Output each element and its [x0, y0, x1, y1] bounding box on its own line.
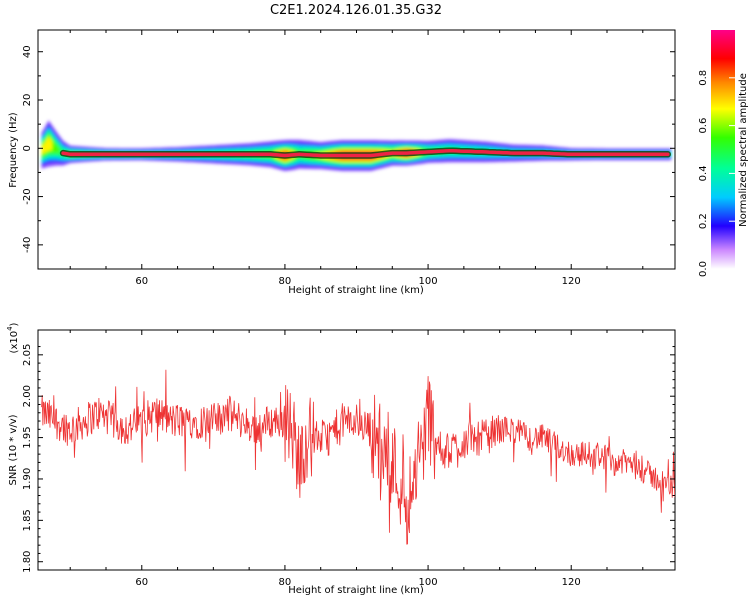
colorbar-gradient: [711, 30, 735, 269]
snr-y-axis-label: SNR (10 * v/v): [8, 414, 19, 485]
y-tick-label: -40: [22, 237, 33, 253]
y-tick-label: 20: [22, 94, 33, 107]
x-tick-label: 100: [419, 276, 438, 287]
y-tick-label: 1.85: [22, 509, 33, 531]
y-tick-label: 1.95: [22, 426, 33, 448]
colorbar: 0.0 0.2 0.4 0.6 0.8 Normalized spectral ampl…: [698, 30, 749, 277]
y-tick-label: 2.05: [22, 344, 33, 366]
svg-text:(x104): (x104): [6, 322, 20, 353]
colorbar-tick-label: 0.0: [698, 261, 709, 277]
ridge-core: [61, 148, 670, 158]
colorbar-tick-label: 0.2: [698, 213, 709, 229]
x-tick-label: 100: [419, 577, 438, 588]
x-tick-label: 120: [562, 577, 581, 588]
x-tick-label: 80: [279, 276, 292, 287]
snr-y-ticks: 1.80 1.85 1.90 1.95 2.00 2.05: [22, 344, 675, 573]
snr-panel: 60 80 100 120 1.80 1.85 1.90 1.95 2.00 2.05 Heig…: [6, 322, 676, 596]
snr-multiplier-exponent: 4: [6, 326, 14, 331]
spectrogram-x-axis-label: Height of straight line (km): [288, 285, 424, 296]
spectrogram-panel: 60 80 100 120 -40 -20 0 20 40 Height of straigh…: [8, 29, 676, 296]
y-tick-label: 1.80: [22, 551, 33, 573]
colorbar-label: Normalized spectral amplitude: [738, 73, 749, 227]
x-tick-label: 80: [279, 577, 292, 588]
y-tick-label: -20: [22, 188, 33, 204]
heatmap-contour-band: [41, 136, 53, 155]
spectrogram-y-ticks: -40 -20 0 20 40: [22, 45, 675, 253]
colorbar-tick-label: 0.6: [698, 118, 709, 134]
y-tick-label: 0: [22, 145, 33, 151]
snr-y-multiplier: (x104): [6, 322, 20, 353]
colorbar-ticks: 0.0 0.2 0.4 0.6 0.8: [698, 70, 735, 277]
colorbar-tick-label: 0.8: [698, 70, 709, 86]
figure-title: C2E1.2024.126.01.35.G32: [270, 3, 442, 18]
snr-multiplier-base: (x10: [9, 331, 20, 354]
spectrogram-x-ticks: 60 80 100 120: [69, 30, 644, 287]
spectrogram-image: [41, 120, 672, 172]
snr-plot-area: [41, 369, 675, 545]
x-tick-label: 60: [135, 276, 148, 287]
snr-x-ticks: 60 80 100 120: [69, 330, 644, 588]
y-tick-label: 1.90: [22, 468, 33, 490]
spectrogram-y-axis-label: Frequency (Hz): [8, 112, 19, 188]
snr-x-axis-label: Height of straight line (km): [288, 585, 424, 596]
snr-frame: [37, 329, 676, 571]
x-tick-label: 120: [562, 276, 581, 287]
y-tick-label: 40: [22, 45, 33, 58]
snr-series-line: [41, 369, 675, 545]
y-tick-label: 2.00: [22, 385, 33, 407]
x-tick-label: 60: [135, 577, 148, 588]
colorbar-tick-label: 0.4: [698, 165, 709, 181]
